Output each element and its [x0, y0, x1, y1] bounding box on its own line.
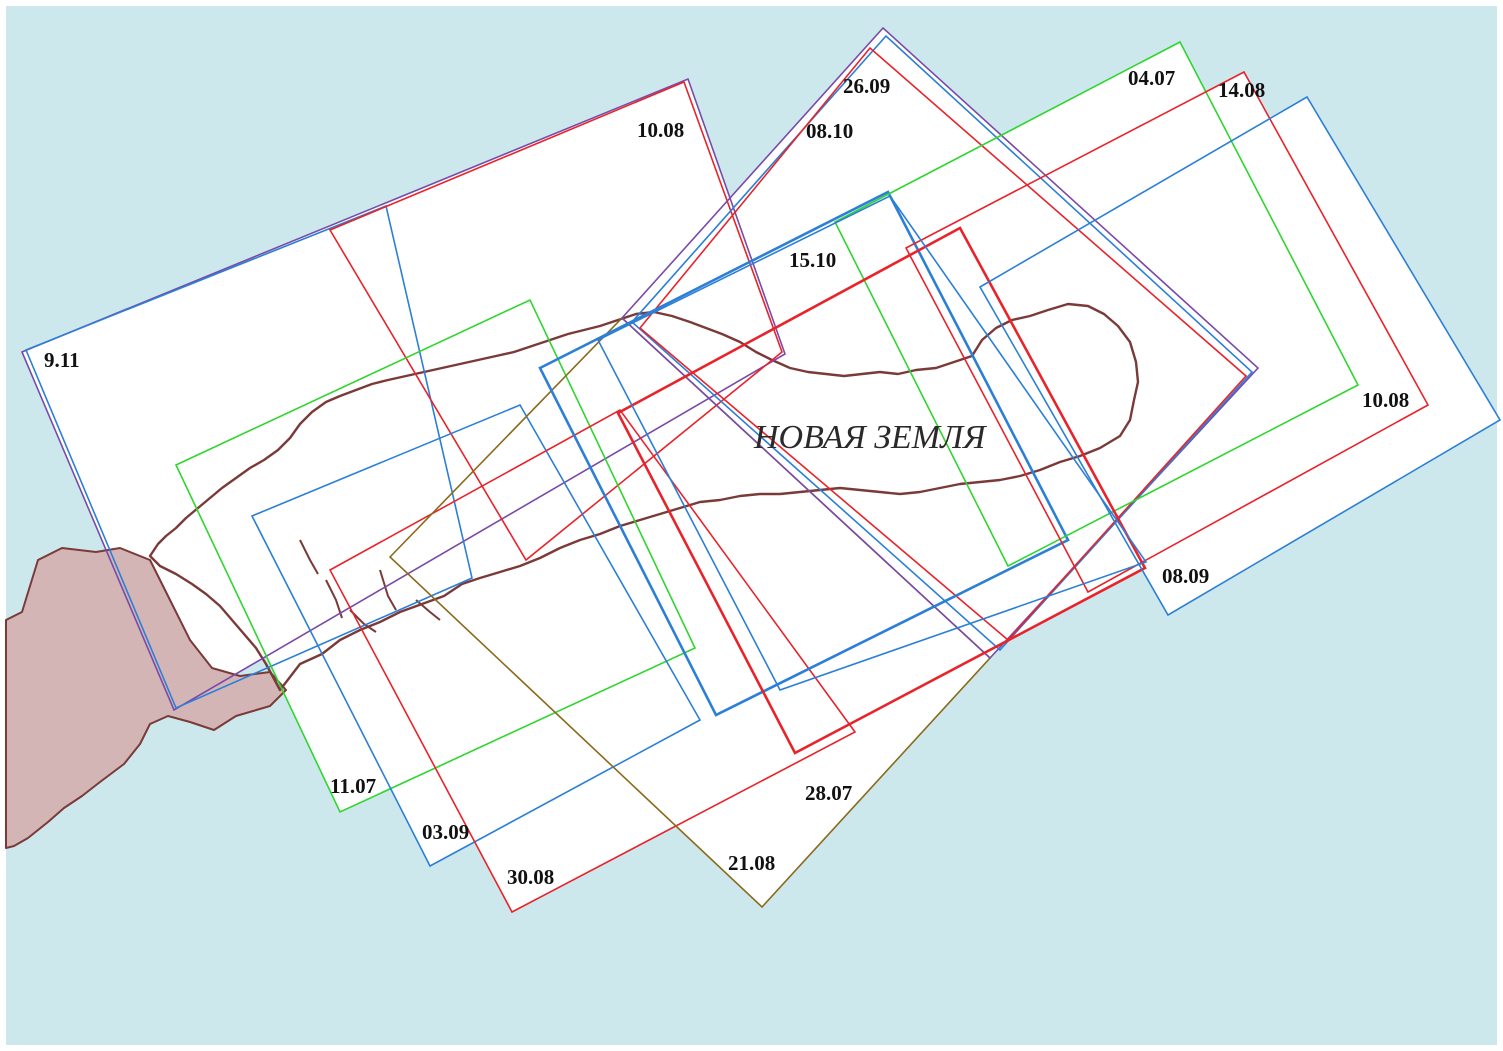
date-label-2807: 28.07	[805, 781, 852, 805]
date-label-3008: 30.08	[507, 865, 554, 889]
scene-footprints	[20, 26, 1502, 914]
date-label-2108: 21.08	[728, 851, 775, 875]
footprint-0911-sub	[24, 204, 473, 710]
region-label: НОВАЯ ЗЕМЛЯ	[753, 419, 987, 456]
coverage-area	[22, 28, 1500, 912]
date-label-1008-east: 10.08	[1362, 388, 1409, 412]
date-label-0309: 03.09	[422, 820, 469, 844]
date-label-0407: 04.07	[1128, 66, 1175, 90]
footprint-2609	[620, 26, 1260, 660]
footprint-2807	[616, 226, 1147, 755]
footprint-date-labels: 9.11 10.08 26.09 08.10 15.10 04.07 14.08…	[44, 66, 1409, 889]
novaya-zemlya-coastline	[148, 302, 1140, 692]
date-label-1107: 11.07	[330, 774, 376, 798]
footprint-1408	[904, 70, 1430, 594]
date-label-1510: 15.10	[789, 248, 836, 272]
date-label-1408: 14.08	[1218, 78, 1265, 102]
footprint-1008-east	[978, 95, 1502, 617]
date-label-2609: 26.09	[843, 74, 890, 98]
mainland-landmass	[5, 547, 287, 849]
footprint-0309	[250, 403, 702, 868]
footprint-1107	[174, 298, 697, 814]
footprint-0911	[20, 77, 786, 712]
date-label-0911: 9.11	[44, 348, 80, 372]
date-label-0810: 08.10	[806, 119, 853, 143]
date-label-1008-west: 10.08	[637, 118, 684, 142]
footprint-1008-west	[328, 80, 783, 562]
footprint-0407	[833, 40, 1360, 568]
footprint-3008	[328, 408, 857, 914]
footprint-0809	[596, 194, 1148, 691]
footprint-1510	[538, 190, 1070, 717]
date-label-0809: 08.09	[1162, 564, 1209, 588]
footprint-2609-red	[638, 46, 1248, 642]
